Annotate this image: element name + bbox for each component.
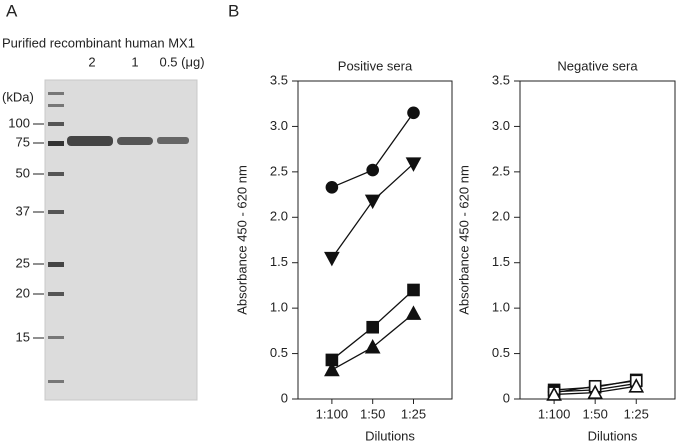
y-axis-label: Absorbance 450 - 620 nm <box>234 165 249 315</box>
point <box>546 386 562 401</box>
y-tick-label: 2.5 <box>270 163 288 178</box>
point <box>364 339 381 354</box>
y-tick-label: 0.5 <box>492 345 510 360</box>
chart-title: Positive sera <box>338 58 413 73</box>
lane-label: 0.5 (μg) <box>159 54 204 69</box>
point <box>324 251 340 267</box>
y-tick-label: 1.0 <box>492 300 510 315</box>
point <box>628 378 645 393</box>
y-tick-label: 1.0 <box>270 300 288 315</box>
series-line <box>331 163 414 259</box>
marker-label: 25 <box>16 255 30 270</box>
marker-label: 15 <box>16 329 30 344</box>
y-tick-label: 3.0 <box>492 118 510 133</box>
marker-labels: 100 75 50 37 25 20 15 <box>8 115 30 344</box>
y-tick-label: 2.0 <box>270 209 288 224</box>
x-tick-label: 1:50 <box>360 406 385 421</box>
gel-border <box>44 79 198 401</box>
marker-label: 75 <box>16 134 30 149</box>
panel-label: B <box>228 1 239 20</box>
gel-title: Purified recombinant human MX1 <box>2 35 195 50</box>
x-tick-label: 1:100 <box>316 406 349 421</box>
x-tick-label: 1:50 <box>583 406 608 421</box>
gel-bands <box>48 92 189 383</box>
point <box>407 106 420 120</box>
y-tick-label: 3.0 <box>270 118 288 133</box>
x-axis-label: Dilutions <box>365 428 415 443</box>
point <box>407 283 420 297</box>
point <box>405 157 422 172</box>
point <box>366 163 379 177</box>
point <box>325 181 339 194</box>
x-tick-label: 1:25 <box>624 406 649 421</box>
gel <box>45 80 197 400</box>
lane-label: 1 <box>131 54 138 69</box>
marker-label: 100 <box>8 115 30 130</box>
y-tick-label: 0 <box>503 390 510 405</box>
y-tick-label: 2.0 <box>492 209 510 224</box>
panel-label: A <box>6 1 18 20</box>
marker-label: 20 <box>16 285 30 300</box>
unit-label: (kDa) <box>2 89 34 104</box>
y-axis-label: Absorbance 450 - 620 nm <box>456 165 471 315</box>
point <box>366 320 379 334</box>
point <box>324 361 340 377</box>
y-tick-label: 3.5 <box>492 72 510 87</box>
x-axis-label: Dilutions <box>588 428 638 443</box>
y-tick-label: 0.5 <box>270 345 288 360</box>
plot-frame <box>519 80 676 400</box>
chart-title: Negative sera <box>557 58 638 73</box>
marker-label: 37 <box>16 203 30 218</box>
y-tick-label: 0 <box>281 390 288 405</box>
y-tick-label: 1.5 <box>270 254 288 269</box>
point <box>405 305 422 320</box>
point <box>364 194 381 210</box>
x-tick-label: 1:25 <box>401 406 426 421</box>
lane-label: 2 <box>88 54 95 69</box>
y-tick-label: 3.5 <box>270 72 288 87</box>
point <box>587 384 604 399</box>
plot-frame <box>297 80 453 400</box>
y-tick-label: 1.5 <box>492 254 510 269</box>
y-tick-label: 2.5 <box>492 163 510 178</box>
x-tick-label: 1:100 <box>538 406 571 421</box>
marker-label: 50 <box>16 165 30 180</box>
